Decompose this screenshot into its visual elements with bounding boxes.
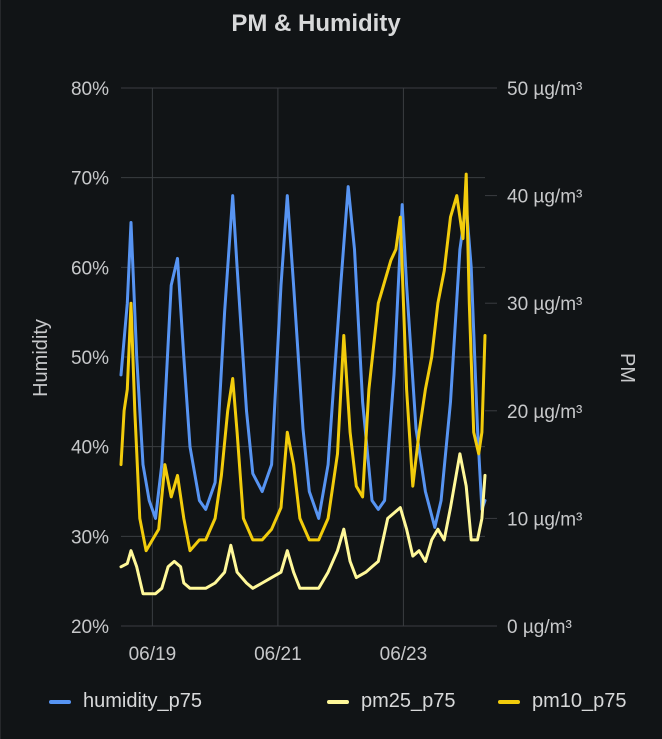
right-tick-label: 30 µg/m³ [507, 294, 582, 315]
right-tick-label: 40 µg/m³ [507, 187, 582, 208]
panel-title: PM & Humidity [231, 10, 401, 37]
legend-item-humidity[interactable]: humidity_p75 [49, 690, 202, 713]
series-line-pm10_p75 [119, 172, 487, 553]
series-line-humidity_p75 [119, 185, 487, 529]
right-tick-label: 10 µg/m³ [507, 509, 582, 530]
legend-swatch-pm25 [327, 699, 349, 704]
right-axis-title: PM [616, 353, 638, 383]
series-line-pm25_p75 [119, 452, 487, 596]
legend-swatch-humidity [49, 699, 71, 704]
right-tick-label: 20 µg/m³ [507, 402, 582, 423]
x-tick-label: 06/19 [129, 644, 177, 665]
left-tick-label: 80% [71, 79, 109, 100]
right-tick-label: 0 µg/m³ [507, 617, 572, 638]
left-tick-label: 40% [71, 438, 109, 459]
left-axis-title: Humidity [30, 319, 52, 397]
left-tick-label: 50% [71, 348, 109, 369]
legend-swatch-pm10 [498, 699, 520, 704]
left-tick-label: 30% [71, 527, 109, 548]
left-tick-label: 60% [71, 258, 109, 279]
legend-item-pm25[interactable]: pm25_p75 [327, 690, 456, 713]
left-tick-label: 20% [71, 617, 109, 638]
legend: humidity_p75 pm25_p75 pm10_p75 [1, 690, 662, 720]
left-tick-label: 70% [71, 169, 109, 190]
legend-label-pm25: pm25_p75 [361, 690, 456, 712]
legend-label-humidity: humidity_p75 [83, 690, 202, 712]
chart-svg: 20% 30% 40% 50% 60% 70% 80% 0 µg/m³ 10 µg/m³ 20 µ… [30, 79, 638, 665]
legend-item-pm10[interactable]: pm10_p75 [498, 690, 627, 713]
legend-label-pm10: pm10_p75 [532, 690, 627, 712]
x-tick-label: 06/23 [380, 644, 428, 665]
right-tick-label: 50 µg/m³ [507, 79, 582, 100]
x-tick-label: 06/21 [254, 644, 302, 665]
